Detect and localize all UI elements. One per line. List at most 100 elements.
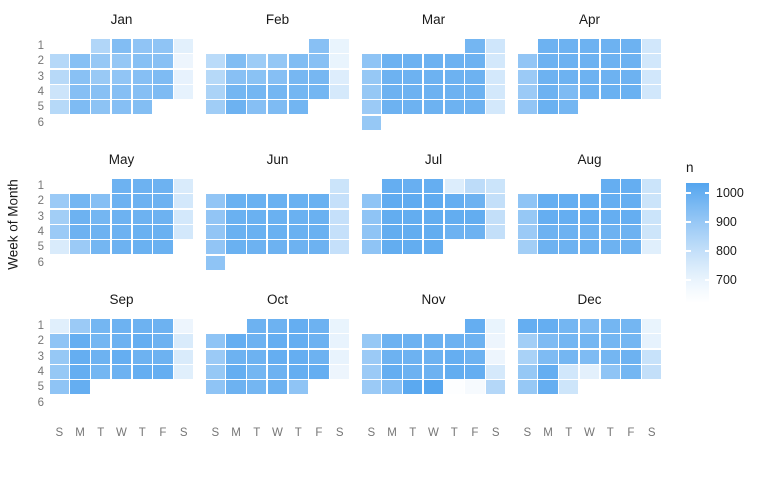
heatmap-cell [153,224,173,239]
heatmap-cell [403,334,423,349]
heatmap-cell [486,209,506,224]
heatmap-cell [382,334,402,349]
heatmap-cell [49,84,69,99]
heatmap-cell [600,69,620,84]
heatmap-cell [288,209,308,224]
heatmap-cell [288,334,308,349]
heatmap-cell [288,194,308,209]
heatmap-cell [288,84,308,99]
heatmap-cell [423,209,444,224]
heatmap-cell [538,318,558,333]
heatmap-cell [309,84,329,99]
heatmap-cell [111,334,132,349]
heatmap-cell [382,54,402,69]
legend-tick-label: 800 [716,244,737,258]
heatmap-cell [559,334,579,349]
heatmap-cell [538,194,558,209]
heatmap-cell [579,349,600,364]
heatmap-cell [579,54,600,69]
heatmap-cell [538,100,558,115]
heatmap-cell [517,194,537,209]
day-axis-label: W [428,427,439,439]
heatmap-cell [309,364,329,379]
week-axis-label: 2 [37,195,44,208]
heatmap-cell [423,54,444,69]
heatmap-cell [621,364,641,379]
heatmap-cell [538,334,558,349]
heatmap-cell [517,380,537,395]
heatmap-cell [361,334,381,349]
heatmap-cell [403,240,423,255]
heatmap-cell [247,84,267,99]
heatmap-cell [49,334,69,349]
heatmap-cell [226,69,246,84]
heatmap-cell [423,349,444,364]
heatmap-cell [486,349,506,364]
heatmap-cell [642,194,662,209]
heatmap-cell [132,349,152,364]
week-axis-label: 6 [37,116,44,129]
heatmap-cell [174,54,194,69]
heatmap-cell [91,209,111,224]
heatmap-cell [486,334,506,349]
heatmap-cell [600,54,620,69]
heatmap-cell [70,194,90,209]
heatmap-cell [247,69,267,84]
heatmap-cell [621,349,641,364]
day-axis-label: F [627,427,635,439]
heatmap-cell [600,240,620,255]
heatmap-cell [361,100,381,115]
heatmap-cell [153,209,173,224]
heatmap-cell [486,364,506,379]
month-title: Mar [421,12,446,27]
heatmap-cell [70,349,90,364]
heatmap-cell [642,334,662,349]
week-axis-label: 2 [37,335,44,348]
heatmap-cell [132,54,152,69]
heatmap-cell [247,318,267,333]
heatmap-cell [226,224,246,239]
heatmap-cell [465,38,485,53]
heatmap-cell [153,178,173,193]
heatmap-cell [91,224,111,239]
heatmap-cell [70,54,90,69]
heatmap-cell [267,380,288,395]
heatmap-cell [423,69,444,84]
heatmap-cell [403,100,423,115]
heatmap-cell [205,100,225,115]
heatmap-cell [382,178,402,193]
heatmap-cell [70,334,90,349]
heatmap-cell [517,224,537,239]
day-axis-label: F [315,427,323,439]
heatmap-cell [517,84,537,99]
heatmap-cell [361,194,381,209]
month-title: Jun [266,152,289,167]
heatmap-cell [309,38,329,53]
day-axis-label: S [367,427,376,439]
heatmap-cell [132,318,152,333]
heatmap-cell [559,69,579,84]
heatmap-cell [267,69,288,84]
heatmap-cell [538,54,558,69]
heatmap-cell [288,224,308,239]
heatmap-cell [132,224,152,239]
heatmap-cell [403,84,423,99]
day-axis-label: T [565,427,573,439]
heatmap-cell [111,38,132,53]
heatmap-cell [174,318,194,333]
heatmap-cell [600,224,620,239]
heatmap-cell [49,380,69,395]
heatmap-cell [559,38,579,53]
heatmap-cell [247,240,267,255]
heatmap-cell [403,349,423,364]
legend-title: n [686,160,694,175]
heatmap-cell [403,194,423,209]
legend-tick-label: 700 [716,273,737,287]
day-axis-label: T [138,427,146,439]
heatmap-cell [486,84,506,99]
day-axis-label: F [471,427,479,439]
heatmap-cell [111,69,132,84]
heatmap-cell [600,209,620,224]
month-title: Oct [266,292,288,307]
heatmap-cell [174,224,194,239]
